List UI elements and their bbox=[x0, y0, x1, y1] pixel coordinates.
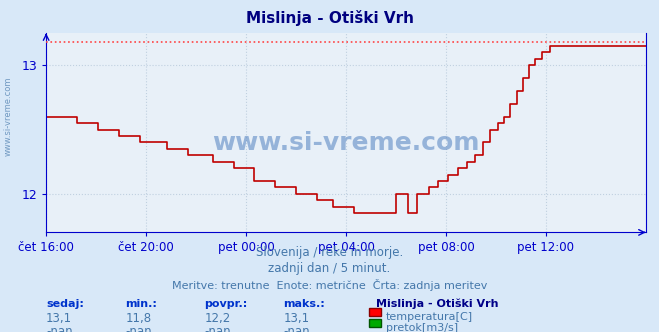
Text: -nan: -nan bbox=[204, 325, 231, 332]
Text: Slovenija / reke in morje.: Slovenija / reke in morje. bbox=[256, 246, 403, 259]
Text: -nan: -nan bbox=[283, 325, 310, 332]
Text: 11,8: 11,8 bbox=[125, 312, 152, 325]
Text: 13,1: 13,1 bbox=[283, 312, 310, 325]
Text: min.:: min.: bbox=[125, 299, 157, 309]
Text: www.si-vreme.com: www.si-vreme.com bbox=[212, 131, 480, 155]
Text: 12,2: 12,2 bbox=[204, 312, 231, 325]
Text: -nan: -nan bbox=[46, 325, 72, 332]
Text: maks.:: maks.: bbox=[283, 299, 325, 309]
Text: Meritve: trenutne  Enote: metrične  Črta: zadnja meritev: Meritve: trenutne Enote: metrične Črta: … bbox=[172, 279, 487, 291]
Text: www.si-vreme.com: www.si-vreme.com bbox=[3, 76, 13, 156]
Text: zadnji dan / 5 minut.: zadnji dan / 5 minut. bbox=[268, 262, 391, 275]
Text: temperatura[C]: temperatura[C] bbox=[386, 312, 473, 322]
Text: pretok[m3/s]: pretok[m3/s] bbox=[386, 323, 457, 332]
Text: sedaj:: sedaj: bbox=[46, 299, 84, 309]
Text: -nan: -nan bbox=[125, 325, 152, 332]
Text: 13,1: 13,1 bbox=[46, 312, 72, 325]
Text: Mislinja - Otiški Vrh: Mislinja - Otiški Vrh bbox=[376, 299, 498, 309]
Text: povpr.:: povpr.: bbox=[204, 299, 248, 309]
Text: Mislinja - Otiški Vrh: Mislinja - Otiški Vrh bbox=[246, 10, 413, 26]
